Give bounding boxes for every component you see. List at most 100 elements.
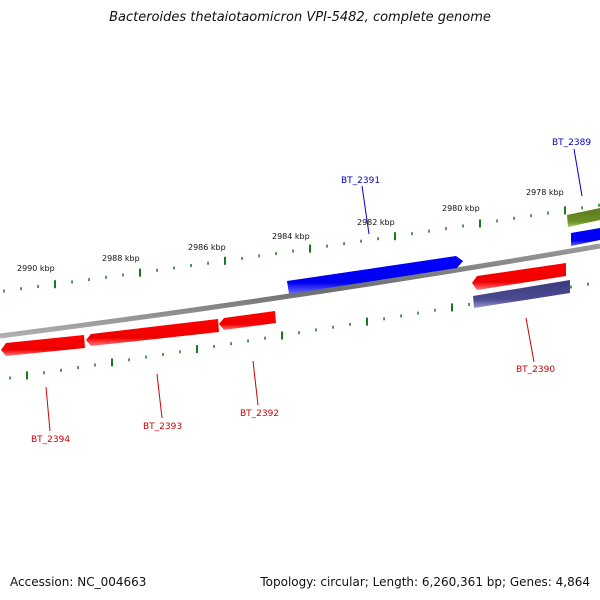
major-tick — [224, 256, 226, 265]
minor-tick — [581, 206, 583, 210]
gene-label-bt2389[interactable]: BT_2389 — [552, 138, 591, 148]
outer-scale-ticks — [3, 203, 600, 293]
minor-tick — [264, 336, 266, 340]
minor-tick — [445, 227, 447, 231]
minor-tick — [349, 322, 351, 326]
minor-tick — [496, 219, 498, 223]
minor-tick — [60, 368, 62, 372]
leader-line-bt2394 — [45, 386, 51, 432]
major-tick — [451, 303, 453, 312]
minor-tick — [468, 303, 470, 306]
minor-tick — [343, 242, 345, 246]
leader-line-bt2391 — [361, 185, 370, 235]
gene-arrow-bt2394[interactable] — [1, 335, 85, 356]
minor-tick — [411, 232, 413, 236]
gene-arrow-bt2389[interactable] — [571, 228, 600, 246]
minor-tick — [9, 376, 11, 380]
minor-tick — [292, 249, 294, 253]
major-tick — [139, 268, 141, 277]
minor-tick — [587, 282, 589, 286]
accession-text: Accession: NC_004663 — [10, 575, 147, 589]
minor-tick — [428, 229, 430, 233]
gene-label-bt2393[interactable]: BT_2393 — [143, 422, 182, 432]
leader-line-bt2392 — [252, 360, 259, 406]
minor-tick — [315, 328, 317, 332]
minor-tick — [94, 363, 96, 367]
major-tick — [394, 232, 396, 241]
scale-label-2978: 2978 kbp — [526, 188, 564, 197]
minor-tick — [213, 344, 215, 348]
minor-tick — [377, 237, 379, 241]
minor-tick — [128, 358, 130, 362]
major-tick — [281, 331, 283, 340]
minor-tick — [162, 352, 164, 356]
major-tick — [366, 317, 368, 326]
minor-tick — [326, 244, 328, 248]
leader-line-bt2390 — [525, 317, 535, 363]
major-tick — [196, 345, 198, 354]
minor-tick — [105, 275, 107, 279]
minor-tick — [190, 264, 192, 267]
minor-tick — [530, 214, 532, 218]
minor-tick — [547, 211, 549, 215]
minor-tick — [417, 311, 419, 315]
minor-tick — [179, 350, 181, 354]
minor-tick — [241, 256, 243, 260]
minor-tick — [513, 216, 515, 220]
minor-tick — [247, 339, 249, 343]
major-tick — [564, 206, 566, 215]
scale-label-2986: 2986 kbp — [188, 243, 226, 252]
minor-tick — [43, 371, 45, 375]
gene-label-bt2394[interactable]: BT_2394 — [31, 435, 70, 445]
major-tick — [479, 219, 481, 228]
major-tick — [26, 371, 28, 380]
scale-label-2990: 2990 kbp — [17, 264, 55, 273]
olive-feature[interactable] — [567, 208, 600, 227]
minor-tick — [462, 224, 464, 228]
minor-tick — [434, 308, 436, 312]
minor-tick — [570, 285, 572, 289]
minor-tick — [3, 289, 5, 293]
gene-arrow-bt2392[interactable] — [219, 311, 276, 330]
scale-label-2982: 2982 kbp — [357, 218, 395, 227]
minor-tick — [332, 325, 334, 329]
minor-tick — [230, 342, 232, 346]
leader-line-bt2389 — [573, 148, 583, 197]
scale-label-2988: 2988 kbp — [102, 254, 140, 263]
minor-tick — [598, 203, 600, 207]
minor-tick — [20, 287, 22, 291]
minor-tick — [122, 273, 124, 277]
gene-label-bt2391[interactable]: BT_2391 — [341, 176, 380, 186]
map-title: Bacteroides thetaiotaomicron VPI-5482, c… — [109, 10, 491, 25]
minor-tick — [173, 266, 175, 270]
leader-line-bt2393 — [156, 373, 163, 419]
minor-tick — [207, 261, 209, 265]
minor-tick — [383, 317, 385, 321]
genome-info-text: Topology: circular; Length: 6,260,361 bp… — [260, 575, 590, 589]
gene-label-bt2390[interactable]: BT_2390 — [516, 365, 555, 375]
genome-backbone — [0, 243, 600, 339]
minor-tick — [77, 366, 79, 370]
minor-tick — [37, 285, 39, 288]
scale-label-2984: 2984 kbp — [272, 232, 310, 241]
major-tick — [54, 280, 56, 289]
minor-tick — [88, 278, 90, 282]
gene-label-bt2392[interactable]: BT_2392 — [240, 409, 279, 419]
minor-tick — [145, 355, 147, 359]
gene-arrow-bt2391[interactable] — [287, 256, 463, 294]
major-tick — [111, 358, 113, 367]
minor-tick — [298, 331, 300, 335]
gene-arrow-bt2393[interactable] — [86, 319, 219, 346]
major-tick — [309, 244, 311, 253]
minor-tick — [156, 268, 158, 272]
gene-arrow-bt2390[interactable] — [472, 263, 566, 290]
minor-tick — [400, 314, 402, 318]
scale-label-2980: 2980 kbp — [442, 204, 480, 213]
minor-tick — [275, 252, 277, 255]
purple-feature[interactable] — [473, 280, 570, 308]
minor-tick — [71, 280, 73, 284]
minor-tick — [360, 239, 362, 243]
minor-tick — [258, 254, 260, 258]
